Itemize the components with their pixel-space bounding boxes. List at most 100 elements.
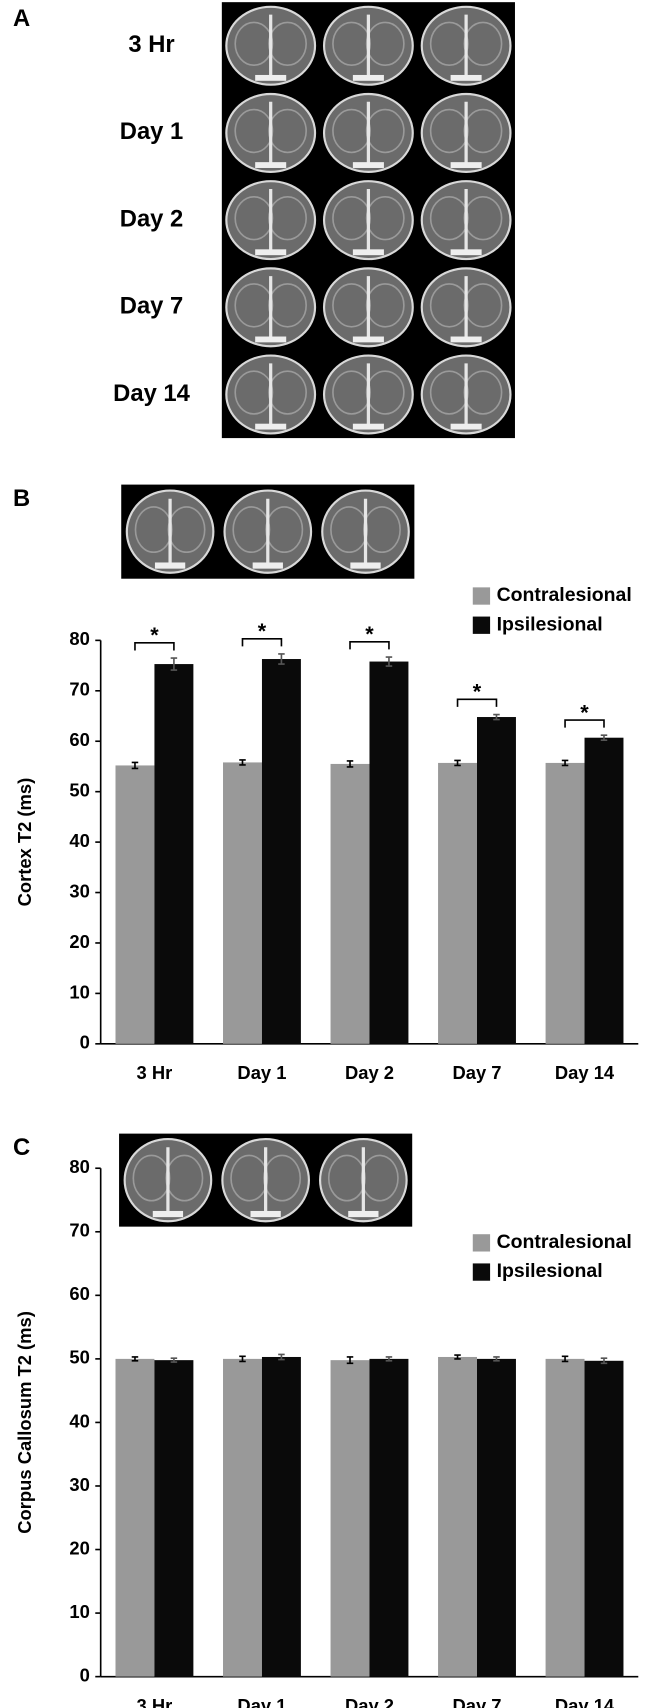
y-tick-label: 30 (69, 880, 89, 901)
brain-inner (365, 283, 405, 328)
brain-inner (134, 506, 173, 554)
legend-label: Ipsilesional (497, 613, 603, 635)
panel-label: C (13, 1134, 30, 1161)
y-axis-label: Corpus Callosum T2 (ms) (14, 1311, 35, 1534)
bar (223, 1358, 262, 1677)
brain-base (352, 336, 384, 343)
brain-inner (263, 1154, 302, 1202)
brain-inner (268, 108, 307, 154)
bar (369, 1358, 409, 1677)
brain-inner (265, 506, 304, 554)
y-tick-label: 80 (69, 628, 89, 649)
brain-inner (268, 21, 307, 67)
brain-base (352, 249, 384, 256)
error-bar (170, 657, 178, 671)
significance-bracket (241, 638, 283, 647)
error-bar (454, 759, 461, 767)
row-label: Day 14 (113, 380, 190, 407)
error-bar (239, 759, 246, 766)
y-tick-label: 20 (69, 1537, 89, 1558)
panel-label: A (13, 5, 30, 32)
brain-inner (167, 506, 206, 554)
row-label: Day 7 (120, 293, 183, 320)
brain-inner (268, 370, 307, 415)
error-bar (454, 1354, 461, 1360)
x-tick-label: 3 Hr (137, 1062, 173, 1083)
bar (545, 762, 585, 1044)
error-bar (346, 760, 354, 768)
bar (330, 1360, 370, 1677)
brain-inner (332, 21, 371, 67)
significance-label: * (258, 618, 267, 643)
panel-label: B (13, 485, 30, 512)
x-tick-label: Day 14 (555, 1062, 615, 1083)
brain-inner (234, 21, 274, 67)
brain-inner (268, 283, 307, 328)
brain-inner (429, 21, 469, 67)
error-bar (385, 1356, 393, 1362)
x-tick-label: Day 14 (555, 1695, 615, 1708)
row-label: Day 1 (120, 118, 183, 145)
row-label: 3 Hr (128, 31, 174, 58)
legend-swatch (472, 1234, 491, 1252)
error-bar (239, 1355, 246, 1363)
brain-base (255, 249, 287, 256)
brain-inner (463, 21, 503, 67)
error-bar (131, 761, 139, 770)
brain-inner (327, 1154, 366, 1202)
bar (154, 664, 194, 1044)
brain-base (450, 74, 482, 81)
y-tick-label: 40 (69, 830, 89, 851)
error-bar (600, 734, 608, 742)
brain-base (352, 162, 384, 168)
y-tick-label: 0 (80, 1664, 90, 1685)
brain-inner (429, 283, 469, 328)
y-tick-label: 10 (69, 981, 89, 1002)
bar (115, 765, 155, 1044)
significance-label: * (150, 622, 159, 647)
significance-bracket (349, 641, 390, 650)
row-label: Day 2 (120, 205, 183, 232)
legend-swatch (472, 587, 491, 605)
brain-base (255, 423, 287, 430)
brain-base (154, 562, 186, 569)
error-bar (561, 759, 569, 767)
error-bar (600, 1357, 608, 1365)
bar (438, 1356, 478, 1677)
brain-inner (234, 370, 274, 415)
brain-base (352, 423, 384, 430)
error-bar (493, 1356, 500, 1362)
error-bar (170, 1357, 178, 1363)
x-tick-label: Day 2 (345, 1062, 394, 1083)
bar (369, 661, 409, 1044)
brain-base (255, 74, 287, 81)
brain-inner (230, 1154, 269, 1202)
brain-inner (234, 195, 274, 241)
legend-swatch (472, 616, 491, 634)
significance-bracket (564, 719, 605, 728)
brain-inner (365, 21, 405, 67)
y-tick-label: 20 (69, 931, 89, 952)
brain-base (450, 336, 482, 343)
y-tick-label: 60 (69, 729, 89, 750)
brain-inner (429, 370, 469, 415)
bar (330, 763, 370, 1044)
y-tick-label: 80 (69, 1156, 89, 1177)
y-tick-label: 50 (69, 780, 89, 801)
x-tick-label: Day 7 (452, 1695, 501, 1708)
brain-inner (234, 283, 274, 328)
brain-inner (429, 108, 469, 154)
brain-base (152, 1210, 184, 1218)
significance-label: * (365, 621, 374, 646)
brain-base (352, 74, 384, 81)
bar (261, 1356, 301, 1677)
brain-inner (232, 506, 271, 554)
bar (477, 717, 516, 1044)
brain-inner (234, 108, 274, 154)
legend-label: Contralesional (497, 584, 632, 606)
brain-inner (365, 108, 405, 154)
brain-base (250, 1210, 281, 1218)
brain-inner (463, 108, 503, 154)
legend-label: Ipsilesional (497, 1260, 603, 1282)
